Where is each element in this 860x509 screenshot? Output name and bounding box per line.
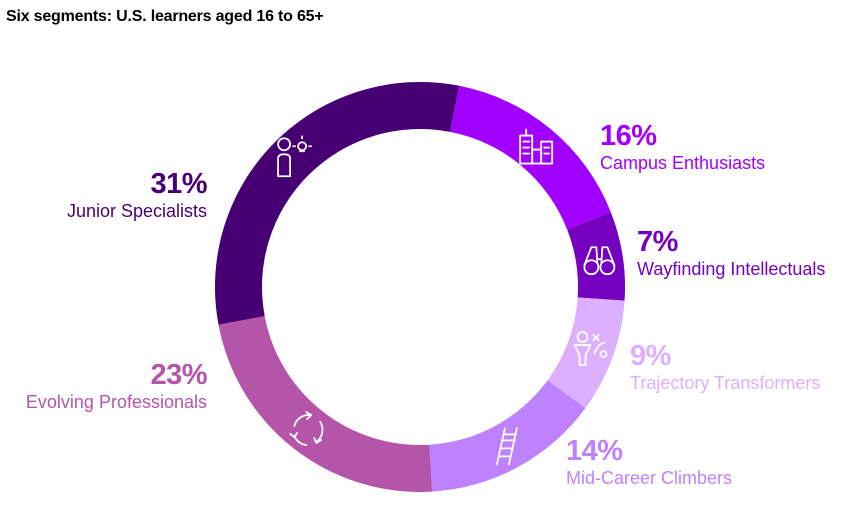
person-lightbulb-icon [277, 135, 313, 178]
label-evolving-professionals: 23% Evolving Professionals [25, 359, 208, 412]
value-label: 14% [566, 435, 623, 467]
value-label: 9% [630, 340, 671, 372]
ladder-icon [495, 427, 518, 466]
value-label: 7% [637, 226, 678, 258]
cycle-arrows-icon [289, 411, 324, 446]
segment-name: Wayfinding Intellectuals [637, 259, 826, 279]
value-label: 23% [150, 359, 207, 391]
value-label: 31% [150, 168, 207, 200]
buildings-icon [519, 128, 554, 165]
donut-segment-evolving-professionals [218, 316, 433, 492]
segment-name: Trajectory Transformers [630, 373, 821, 393]
donut-segment-mid-career-climbers [429, 380, 586, 492]
label-wayfinding-intellectuals: 7% Wayfinding Intellectuals [637, 226, 826, 279]
segment-name: Mid-Career Climbers [566, 468, 733, 488]
donut-segment-junior-specialists [214, 81, 460, 325]
strategy-play-icon [573, 331, 608, 366]
label-trajectory-transformers: 9% Trajectory Transformers [630, 340, 821, 393]
label-mid-career-climbers: 14% Mid-Career Climbers [566, 435, 733, 488]
label-junior-specialists: 31% Junior Specialists [66, 168, 208, 221]
segment-name: Evolving Professionals [25, 392, 207, 412]
donut-segment-campus-enthusiasts [450, 85, 611, 230]
label-campus-enthusiasts: 16% Campus Enthusiasts [600, 120, 766, 173]
segment-name: Campus Enthusiasts [600, 153, 766, 173]
segment-name: Junior Specialists [66, 201, 207, 221]
chart-title: Six segments: U.S. learners aged 16 to 6… [6, 8, 324, 25]
binoculars-icon [583, 246, 616, 276]
value-label: 16% [600, 120, 657, 152]
